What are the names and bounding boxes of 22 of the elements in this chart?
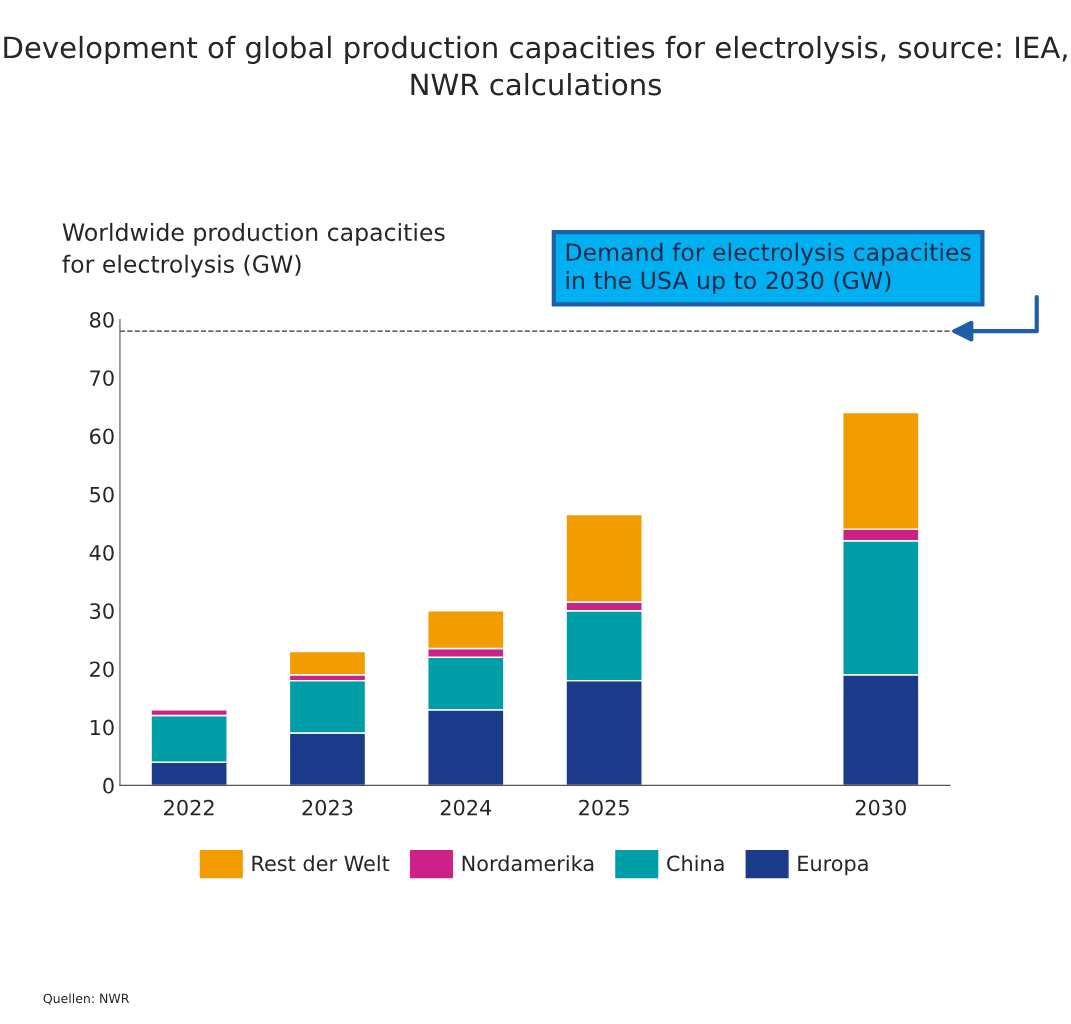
y-tick-label: 60 bbox=[90, 428, 114, 445]
y-tick-label: 80 bbox=[89, 311, 114, 328]
y-tick-label: 30 bbox=[90, 603, 114, 619]
chart-title: Development of global production capacities for electrolysis, source: IEA, NWR calculations bbox=[4, 35, 1067, 96]
legend-label: Rest der Welt bbox=[252, 855, 390, 872]
y-tick-label: 50 bbox=[90, 486, 114, 503]
y-axis-title: Worldwide production capacities for electrolysis (GW) bbox=[62, 222, 445, 278]
legend-label: China bbox=[667, 855, 724, 872]
y-tick-label: 40 bbox=[89, 544, 114, 561]
legend-label: Europa bbox=[798, 855, 868, 876]
y-tick-label: 70 bbox=[90, 370, 114, 386]
y-tick-label: 20 bbox=[90, 661, 114, 678]
x-tick-label: 2023 bbox=[302, 799, 353, 816]
x-tick-label: 2025 bbox=[579, 799, 629, 816]
y-tick-label: 10 bbox=[90, 719, 114, 736]
ref-line-label: Demand for electrolysis capacities in the USA up to 2030 (GW) bbox=[566, 242, 971, 294]
x-tick-label: 2022 bbox=[164, 799, 214, 816]
x-tick-label: 2030 bbox=[855, 799, 906, 816]
y-tick-label: 0 bbox=[103, 777, 114, 794]
source-note: Quellen: NWR bbox=[43, 993, 130, 1005]
x-tick-label: 2024 bbox=[440, 799, 492, 816]
legend-label: Nordamerika bbox=[462, 855, 594, 872]
